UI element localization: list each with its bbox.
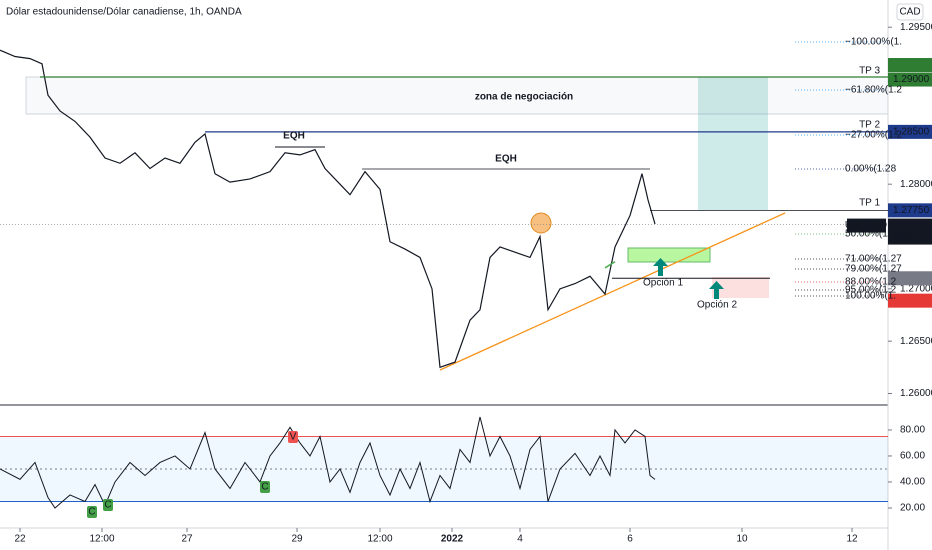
annotation: TP 3 bbox=[859, 66, 880, 77]
signal-label: V bbox=[290, 432, 297, 443]
fib-label: 71.00%(1.27 bbox=[845, 254, 902, 265]
annotation: TP 2 bbox=[859, 120, 880, 131]
profit-box bbox=[698, 77, 768, 210]
price-badge bbox=[888, 203, 932, 218]
trend-line bbox=[439, 212, 786, 371]
y-tick-label: 60.00 bbox=[900, 451, 925, 462]
annotation: Opción 1 bbox=[643, 278, 683, 289]
trade-zone bbox=[25, 76, 889, 115]
x-tick-label: 2022 bbox=[441, 534, 464, 545]
fib-label: −27.00%(1.2 bbox=[845, 130, 902, 141]
y-tick-label: 20.00 bbox=[900, 503, 925, 514]
fib-label: 88.00%(1.2 bbox=[845, 277, 897, 288]
annotation: EQH bbox=[283, 131, 305, 142]
y-tick-label: 40.00 bbox=[900, 477, 925, 488]
annotation: Opción 2 bbox=[697, 300, 737, 311]
signal-label: C bbox=[261, 482, 268, 493]
fib-label: 100.00%(1. bbox=[845, 291, 896, 302]
y-tick-label: 1.29500 bbox=[900, 22, 932, 33]
countdown: 40:52 bbox=[893, 232, 918, 243]
arrow-up bbox=[709, 281, 724, 299]
currency[interactable]: CAD bbox=[899, 7, 920, 18]
arrow-up bbox=[653, 258, 668, 276]
x-tick-label: 10 bbox=[736, 534, 748, 545]
stop-box bbox=[712, 277, 769, 298]
signal-label: C bbox=[88, 507, 95, 518]
signal-marker bbox=[87, 506, 97, 518]
price-line bbox=[0, 49, 656, 369]
x-tick-label: 12:00 bbox=[89, 534, 114, 545]
price-badge bbox=[888, 218, 932, 245]
x-tick-label: 12 bbox=[846, 534, 858, 545]
y-tick-label: 1.28000 bbox=[900, 179, 932, 190]
fib-label: −61.80%(1.2 bbox=[845, 85, 902, 96]
signal-label: C bbox=[104, 500, 111, 511]
price-badge bbox=[888, 58, 932, 73]
y-tick-label: 1.26500 bbox=[900, 336, 932, 347]
x-tick-label: 6 bbox=[627, 534, 633, 545]
price-badge bbox=[888, 271, 932, 286]
price-label: 1.28500 bbox=[893, 127, 930, 138]
x-tick-label: 27 bbox=[181, 534, 193, 545]
annotation: zona de negociación bbox=[475, 92, 573, 103]
price-badge bbox=[888, 124, 932, 139]
annotation: EQH bbox=[495, 154, 517, 165]
osc-band bbox=[0, 436, 888, 502]
chart-title: Dólar estadounidense/Dólar canadiense, 1… bbox=[6, 7, 242, 18]
y-tick-label: 1.26000 bbox=[900, 388, 932, 399]
x-tick-label: 29 bbox=[291, 534, 303, 545]
fib-label: 0.00%(1.28 bbox=[845, 164, 897, 175]
annotation: TP 1 bbox=[859, 198, 880, 209]
price-label: 1.29000 bbox=[893, 74, 930, 85]
price-label: 1.27750 bbox=[893, 205, 930, 216]
price-badge bbox=[847, 218, 886, 233]
price-badge bbox=[888, 72, 932, 87]
fib-label: 95.00%(1.2 bbox=[845, 285, 897, 296]
oscillator-line bbox=[0, 416, 656, 509]
y-tick-label: 80.00 bbox=[900, 425, 925, 436]
fib-label: −100.00%(1. bbox=[845, 37, 902, 48]
currency-button[interactable] bbox=[896, 3, 924, 21]
signal-marker bbox=[260, 481, 270, 493]
signal-marker bbox=[103, 499, 113, 511]
x-tick-label: 22 bbox=[14, 534, 26, 545]
highlight bbox=[530, 212, 552, 234]
price-badge bbox=[888, 293, 932, 308]
signal-marker bbox=[288, 431, 298, 443]
y-tick-label: 1.27000 bbox=[900, 283, 932, 294]
entry-box bbox=[627, 247, 711, 263]
symbol-label: USDCAD bbox=[845, 220, 887, 231]
fib-label: 50.00%(1.2 bbox=[845, 229, 897, 240]
x-tick-label: 12:00 bbox=[367, 534, 392, 545]
fib-label: 79.00%(1.27 bbox=[845, 264, 902, 275]
x-tick-label: 4 bbox=[517, 534, 523, 545]
